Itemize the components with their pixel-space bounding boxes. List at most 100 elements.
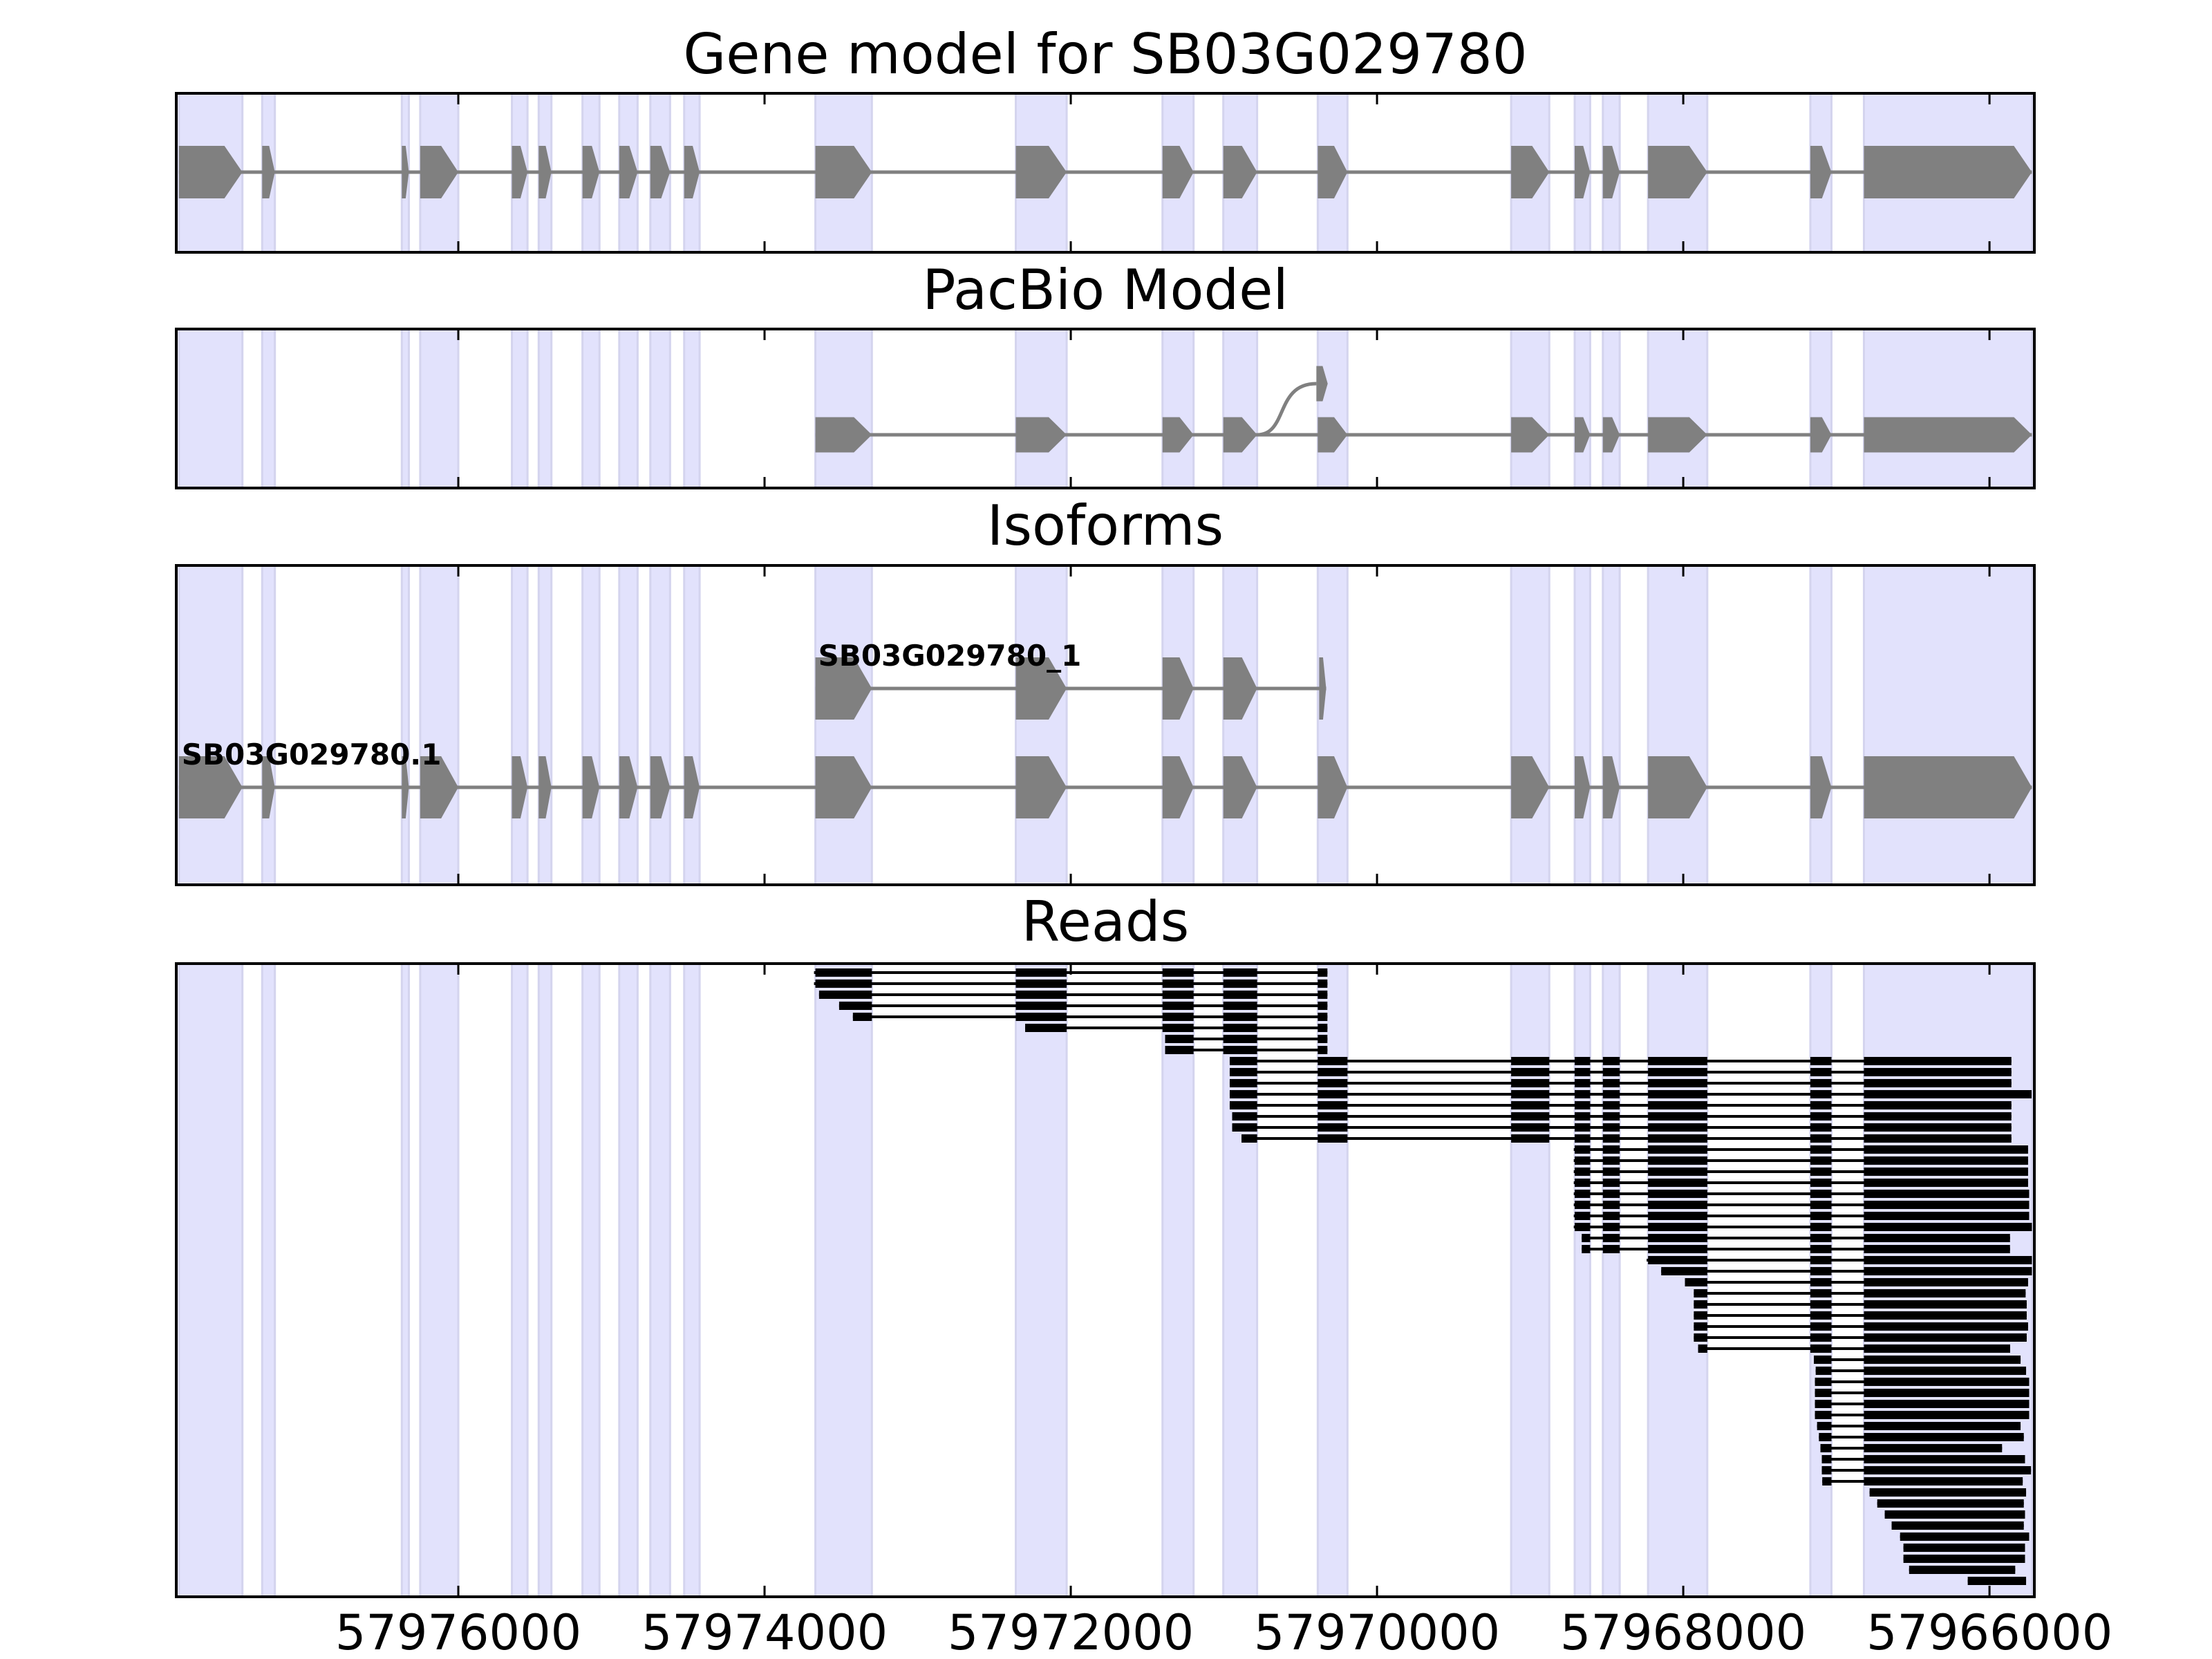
read-block — [1661, 1267, 1707, 1275]
pacbio-exon — [1810, 417, 1832, 453]
read-block — [1810, 1112, 1832, 1121]
gene-model-exon — [1648, 146, 1707, 198]
read — [1647, 1256, 2032, 1264]
isoform-exon — [262, 756, 275, 818]
x-tick-label: 57972000 — [948, 1604, 1194, 1659]
isoform-exon — [684, 756, 700, 818]
read-block — [1864, 1356, 2021, 1364]
exon-band — [400, 564, 410, 886]
read-block — [1864, 1212, 2030, 1220]
read-block — [1810, 1311, 1832, 1320]
read-block — [1223, 1035, 1257, 1043]
read-block — [1602, 1057, 1620, 1065]
isoforms-title: Isoforms — [987, 494, 1224, 558]
read-block — [1810, 1201, 1832, 1209]
read-block — [1582, 1234, 1591, 1242]
read-block — [1864, 1079, 2012, 1087]
gene-model-exon — [582, 146, 600, 198]
read-block — [1318, 1112, 1348, 1121]
read-block — [1810, 1068, 1832, 1076]
exon-band — [537, 962, 553, 1598]
isoform-exon — [178, 756, 243, 818]
gene-model-exon — [420, 146, 459, 198]
exon-band — [419, 962, 460, 1598]
exon-band — [1862, 564, 2033, 886]
read-block — [1694, 1311, 1707, 1320]
read-block — [1511, 1068, 1550, 1076]
exon-band — [1222, 564, 1259, 886]
exon-band — [1809, 328, 1833, 489]
read-block — [1241, 1134, 1257, 1143]
read — [1573, 1145, 2028, 1154]
read-block — [1318, 1002, 1328, 1010]
gene-model-panel — [175, 92, 2036, 254]
read — [1573, 1156, 2028, 1165]
read — [1694, 1333, 2027, 1342]
read-block — [1694, 1333, 1707, 1342]
exon-band — [178, 962, 244, 1598]
read-block — [1648, 1234, 1707, 1242]
read-block — [1318, 1046, 1328, 1054]
read — [1229, 1079, 2012, 1087]
read-block — [1694, 1322, 1707, 1331]
read — [1694, 1322, 2028, 1331]
read-block — [1575, 1201, 1591, 1209]
read-block — [1698, 1344, 1707, 1353]
read-block — [1864, 1367, 2027, 1375]
read — [1232, 1112, 2012, 1121]
gene-model-exon — [1511, 146, 1550, 198]
isoform-exon — [1810, 756, 1832, 818]
read — [1821, 1466, 2032, 1474]
read — [1822, 1477, 2023, 1485]
exon-band — [511, 564, 529, 886]
pacbio-exon — [1575, 417, 1591, 453]
read — [1815, 1389, 2030, 1397]
read-block — [1815, 1411, 1832, 1419]
read-block — [1815, 1378, 1832, 1386]
read — [1661, 1267, 2032, 1275]
exon-band — [511, 328, 529, 489]
read-block — [1318, 980, 1328, 988]
read — [1573, 1212, 2030, 1220]
read — [814, 980, 1328, 988]
x-tick-label: 57968000 — [1560, 1604, 1806, 1659]
read-block — [1864, 1311, 2027, 1320]
read-block — [1575, 1068, 1591, 1076]
gene-model-exon — [1864, 146, 2032, 198]
isoform-exon — [650, 756, 671, 818]
read — [1229, 1090, 2032, 1098]
read-block — [1232, 1112, 1257, 1121]
exon-band — [1510, 328, 1550, 489]
read-block — [1694, 1300, 1707, 1309]
read-block — [1318, 991, 1328, 999]
read — [1694, 1311, 2027, 1320]
exon-band — [261, 328, 276, 489]
read-block — [1864, 1112, 2012, 1121]
isoform-exon — [815, 657, 872, 720]
read-block — [1864, 1256, 2032, 1264]
isoform-exon — [1223, 657, 1257, 720]
read — [1698, 1344, 2011, 1353]
exon-band — [178, 564, 244, 886]
read-block — [1817, 1422, 1832, 1430]
read-block — [1318, 1123, 1348, 1132]
read-block — [1575, 1101, 1591, 1109]
read — [1241, 1134, 2012, 1143]
read — [1165, 1046, 1328, 1054]
isoform-exon — [1864, 756, 2032, 818]
read-block — [1575, 1090, 1591, 1098]
isoforms-panel: SB03G029780_1 SB03G029780.1 — [175, 564, 2036, 886]
gene-model-exon — [1602, 146, 1620, 198]
read-block — [1223, 1046, 1257, 1054]
read-block — [1810, 1145, 1832, 1154]
read-block — [818, 991, 872, 999]
read — [1909, 1566, 2016, 1574]
exon-band — [1510, 564, 1550, 886]
read-block — [1648, 1223, 1707, 1231]
pacbio-exon — [1162, 417, 1194, 453]
read-block — [1903, 1544, 2025, 1552]
read-block — [1877, 1499, 2024, 1508]
exon-band — [400, 328, 410, 489]
panel-frame — [175, 92, 2036, 254]
